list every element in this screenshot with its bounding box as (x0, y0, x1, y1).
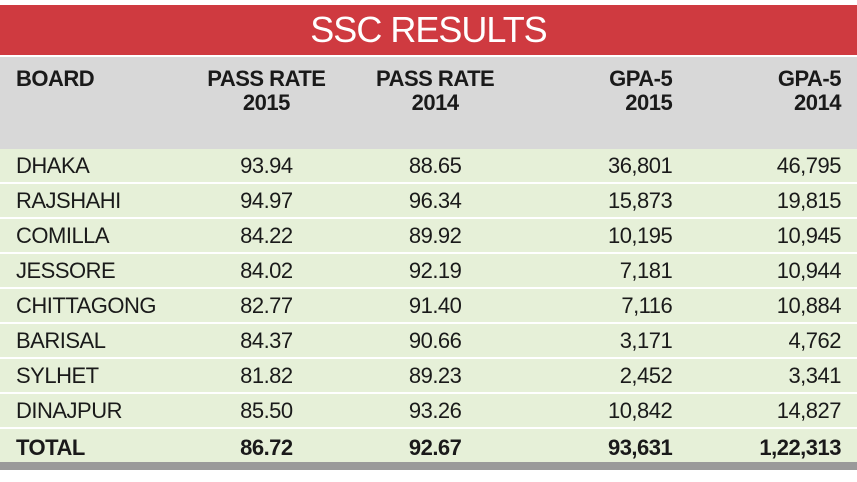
table-row: COMILLA 84.22 89.92 10,195 10,945 (0, 218, 857, 254)
table-row: BARISAL 84.37 90.66 3,171 4,762 (0, 323, 857, 359)
table-cell: 81.82 (182, 358, 351, 394)
header-line: GPA-5 (777, 66, 842, 91)
table-cell: 10,945 (688, 218, 857, 254)
table-cell: 7,181 (519, 253, 689, 289)
table-cell: 93.26 (350, 393, 520, 429)
column-header: PASS RATE 2014 (350, 57, 520, 149)
table-cell: 84.37 (182, 323, 351, 359)
header-line: GPA-5 (609, 66, 673, 91)
table-cell: 90.66 (350, 323, 520, 359)
table-cell: 7,116 (519, 288, 689, 324)
table-cell: 91.40 (350, 288, 520, 324)
header-line: 2015 (242, 90, 290, 115)
table-cell: BARISAL (0, 323, 182, 359)
header-row: BOARD PASS RATE 2015 PASS RATE 2014 GPA-5 2015… (0, 57, 857, 149)
table-cell: 89.23 (350, 358, 520, 394)
table-cell: 84.22 (182, 218, 351, 254)
table-cell: 3,341 (688, 358, 857, 394)
table-cell: JESSORE (0, 253, 182, 289)
table-cell: COMILLA (0, 218, 182, 254)
total-row: TOTAL 86.72 92.67 93,631 1,22,313 (0, 428, 857, 467)
column-header: GPA-5 2015 (519, 57, 689, 149)
column-header: PASS RATE 2015 (182, 57, 351, 149)
table-cell: DHAKA (0, 149, 182, 184)
table-body: DHAKA 93.94 88.65 36,801 46,795 RAJSHAHI 94.97… (0, 149, 857, 467)
table-cell: 2,452 (519, 358, 689, 394)
column-header: GPA-5 2014 (688, 57, 857, 149)
table-cell: 96.34 (350, 183, 520, 219)
table-cell: 89.92 (350, 218, 520, 254)
table-cell: 4,762 (688, 323, 857, 359)
table-cell: 88.65 (350, 149, 520, 184)
table-cell: 36,801 (519, 149, 689, 184)
header-line: PASS RATE (376, 66, 495, 91)
table-row: SYLHET 81.82 89.23 2,452 3,341 (0, 358, 857, 394)
table-cell: RAJSHAHI (0, 183, 182, 219)
table-cell: 85.50 (182, 393, 351, 429)
table-cell: CHITTAGONG (0, 288, 182, 324)
table-cell: 92.19 (350, 253, 520, 289)
total-cell: 93,631 (519, 428, 689, 467)
table-cell: 10,195 (519, 218, 689, 254)
table-row: RAJSHAHI 94.97 96.34 15,873 19,815 (0, 183, 857, 219)
table-cell: DINAJPUR (0, 393, 182, 429)
table-cell: 93.94 (182, 149, 351, 184)
header-line: BOARD (16, 66, 95, 91)
title-bar: SSC RESULTS (0, 5, 857, 55)
header-line: PASS RATE (207, 66, 326, 91)
total-cell: TOTAL (0, 428, 182, 467)
table-cell: 46,795 (688, 149, 857, 184)
table-cell: 10,884 (688, 288, 857, 324)
table-row: CHITTAGONG 82.77 91.40 7,116 10,884 (0, 288, 857, 324)
table-cell: 15,873 (519, 183, 689, 219)
header-line: 2015 (625, 90, 673, 115)
table-row: DINAJPUR 85.50 93.26 10,842 14,827 (0, 393, 857, 429)
total-cell: 86.72 (182, 428, 351, 467)
header-line: 2014 (794, 90, 841, 115)
total-cell: 92.67 (350, 428, 520, 467)
table-cell: 14,827 (688, 393, 857, 429)
column-header: BOARD (0, 57, 182, 149)
header-line: 2014 (411, 90, 459, 115)
table-cell: 84.02 (182, 253, 351, 289)
table-cell: 82.77 (182, 288, 351, 324)
table-cell: 94.97 (182, 183, 351, 219)
footer-bar (0, 462, 857, 470)
results-table: BOARD PASS RATE 2015 PASS RATE 2014 GPA-5 2015… (0, 57, 857, 467)
table-row: JESSORE 84.02 92.19 7,181 10,944 (0, 253, 857, 289)
table-cell: 19,815 (688, 183, 857, 219)
table-cell: SYLHET (0, 358, 182, 394)
table-cell: 10,842 (519, 393, 689, 429)
table-row: DHAKA 93.94 88.65 36,801 46,795 (0, 149, 857, 184)
total-cell: 1,22,313 (688, 428, 857, 467)
table-cell: 3,171 (519, 323, 689, 359)
table-cell: 10,944 (688, 253, 857, 289)
